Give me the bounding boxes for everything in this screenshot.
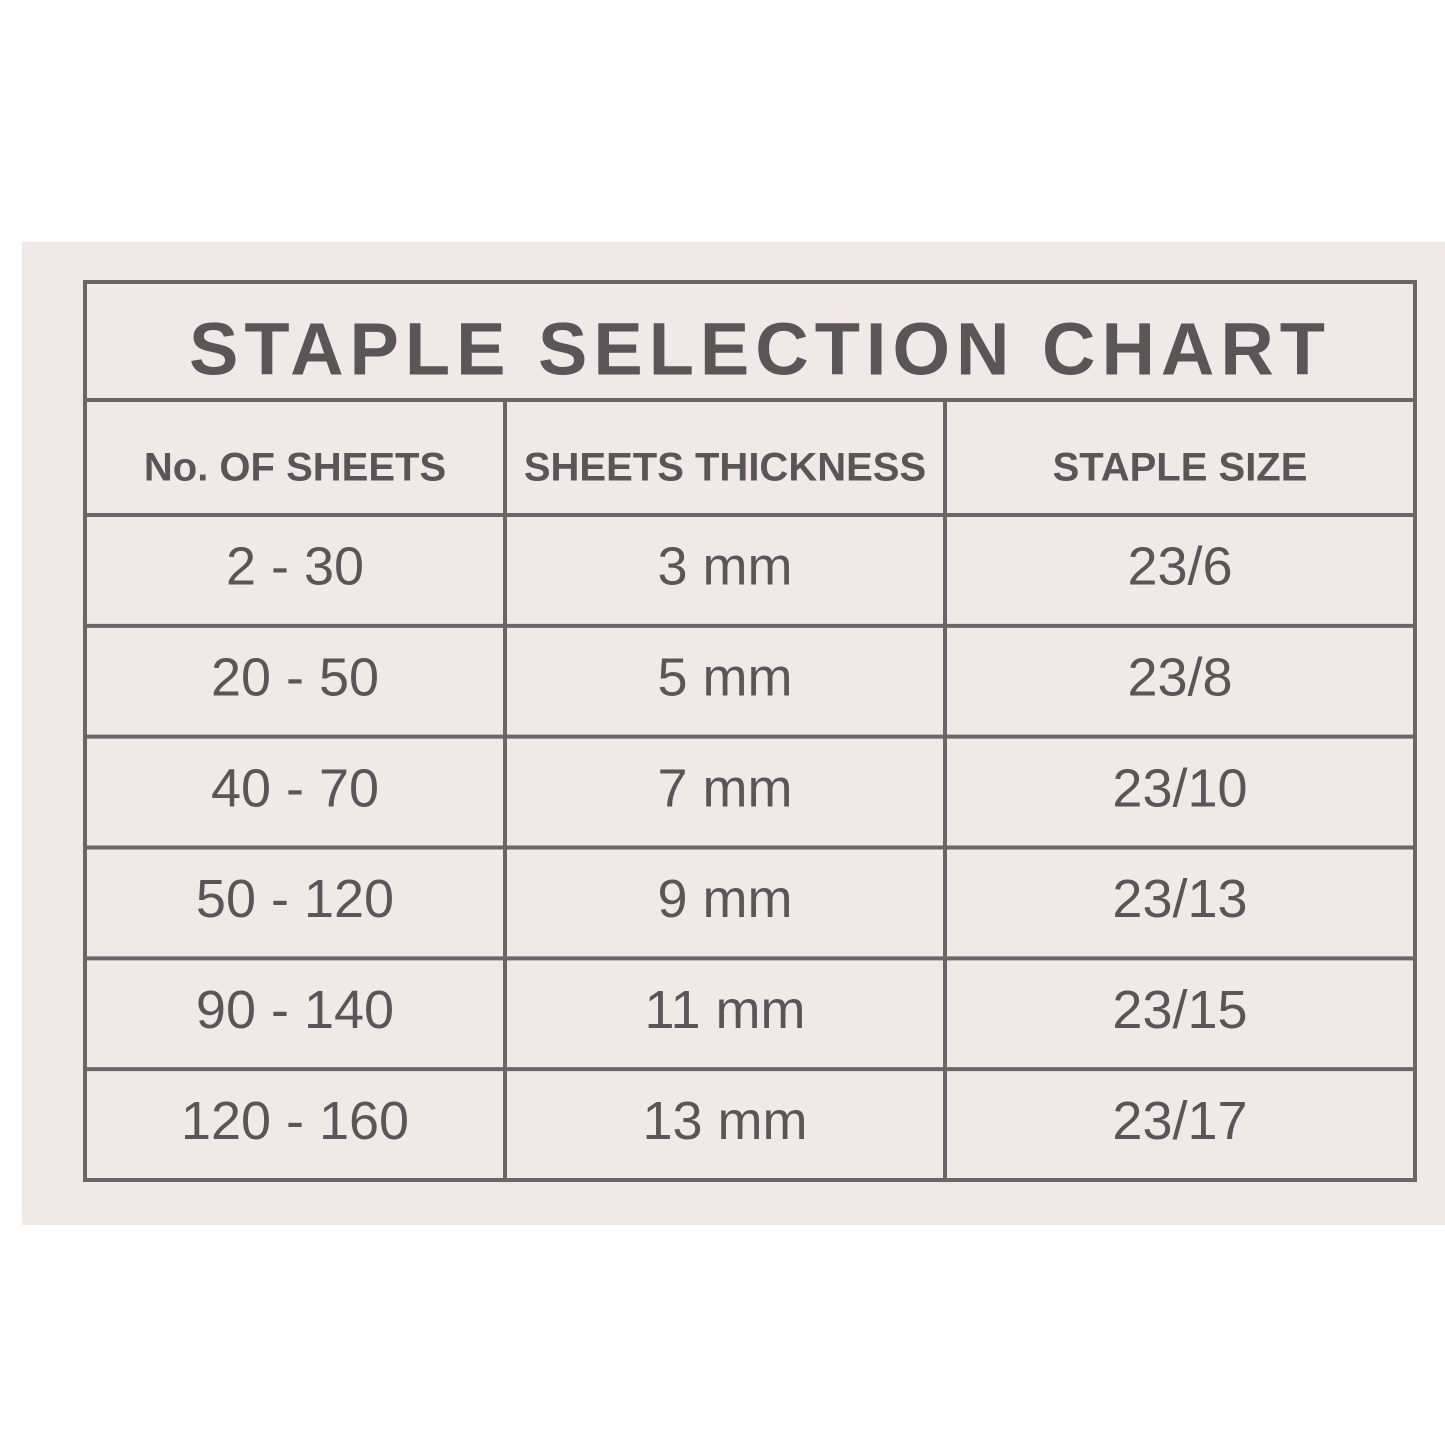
table-title: STAPLE SELECTION CHART [189, 308, 1331, 391]
table-cell: 23/17 [1112, 1091, 1247, 1151]
table-border [83, 280, 1417, 1182]
table-cell: 23/10 [1112, 758, 1247, 818]
table-cell: 23/8 [1127, 648, 1232, 708]
table-cell: 23/15 [1112, 980, 1247, 1040]
table-cell: 23/6 [1127, 537, 1232, 597]
column-header: No. OF SHEETS [144, 446, 446, 490]
card [22, 242, 1445, 1225]
table-cell: 5 mm [658, 648, 793, 708]
table-cell: 90 - 140 [196, 980, 394, 1040]
table-cell: 23/13 [1112, 869, 1247, 929]
table-cell: 13 mm [642, 1091, 807, 1151]
column-header: SHEETS THICKNESS [524, 446, 926, 490]
table-cell: 11 mm [644, 980, 805, 1040]
table-cell: 2 - 30 [226, 537, 364, 597]
table-cell: 3 mm [658, 537, 793, 597]
table-cell: 20 - 50 [211, 648, 379, 708]
column-header: STAPLE SIZE [1053, 446, 1308, 490]
table-cell: 120 - 160 [181, 1091, 409, 1151]
table-cell: 50 - 120 [196, 869, 394, 929]
table-cell: 40 - 70 [211, 758, 379, 818]
table-cell: 7 mm [658, 758, 793, 818]
table-cell: 9 mm [658, 869, 793, 929]
